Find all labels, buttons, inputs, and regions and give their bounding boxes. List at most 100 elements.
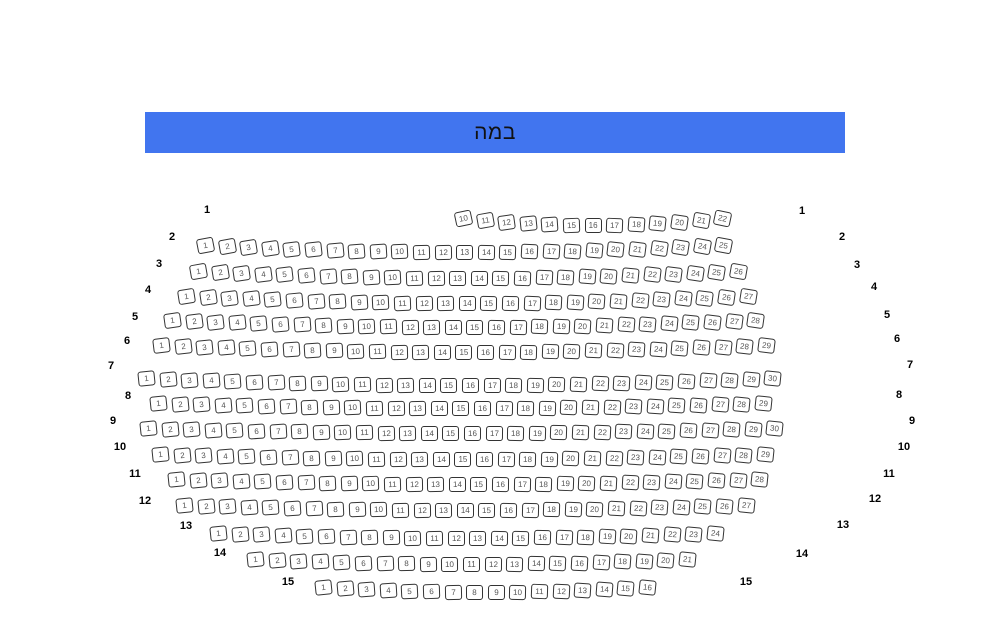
seat[interactable]: 13 [469, 530, 487, 547]
seat[interactable]: 22 [605, 450, 623, 466]
seat[interactable]: 26 [715, 497, 734, 515]
seat[interactable]: 13 [411, 451, 429, 467]
seat[interactable]: 28 [746, 311, 766, 330]
seat[interactable]: 18 [517, 400, 535, 416]
seat[interactable]: 10 [346, 450, 364, 467]
seat[interactable]: 2 [172, 446, 192, 464]
seat[interactable]: 21 [609, 292, 628, 310]
seat[interactable]: 15 [452, 401, 470, 416]
seat[interactable]: 20 [619, 528, 638, 545]
seat[interactable]: 20 [563, 343, 581, 360]
seat[interactable]: 20 [560, 399, 578, 416]
seat[interactable]: 27 [728, 471, 748, 489]
seat[interactable]: 8 [288, 375, 307, 392]
seat[interactable]: 8 [347, 242, 366, 260]
seat[interactable]: 22 [603, 399, 621, 415]
seat[interactable]: 15 [478, 502, 496, 519]
seat[interactable]: 11 [393, 295, 412, 311]
seat[interactable]: 6 [304, 241, 323, 259]
seat[interactable]: 24 [664, 473, 683, 490]
seat[interactable]: 28 [732, 395, 751, 413]
seat[interactable]: 15 [455, 345, 473, 360]
seat[interactable]: 14 [420, 425, 438, 442]
seat[interactable]: 8 [328, 293, 347, 310]
seat[interactable]: 1 [246, 551, 265, 568]
seat[interactable]: 22 [649, 239, 669, 257]
seat[interactable]: 3 [194, 447, 213, 464]
seat[interactable]: 23 [612, 375, 631, 392]
seat[interactable]: 7 [376, 555, 394, 572]
seat[interactable]: 16 [463, 425, 482, 442]
seat[interactable]: 25 [695, 289, 715, 307]
seat[interactable]: 20 [586, 501, 604, 518]
seat[interactable]: 1 [137, 370, 156, 387]
seat[interactable]: 12 [389, 451, 407, 467]
seat[interactable]: 1 [167, 471, 186, 488]
seat[interactable]: 4 [228, 314, 247, 332]
seat[interactable]: 24 [649, 341, 668, 358]
seat[interactable]: 24 [672, 499, 691, 516]
seat[interactable]: 11 [391, 502, 410, 518]
seat[interactable]: 19 [635, 552, 654, 570]
seat[interactable]: 26 [677, 373, 696, 390]
seat[interactable]: 12 [484, 556, 502, 573]
seat[interactable]: 24 [692, 237, 712, 256]
seat[interactable]: 21 [583, 450, 602, 467]
seat[interactable]: 25 [685, 473, 704, 490]
seat[interactable]: 9 [336, 318, 355, 335]
seat[interactable]: 10 [453, 209, 474, 228]
seat[interactable]: 12 [415, 295, 433, 311]
seat[interactable]: 11 [379, 319, 398, 335]
seat[interactable]: 17 [592, 554, 611, 571]
seat[interactable]: 1 [175, 497, 194, 514]
seat[interactable]: 7 [325, 242, 345, 259]
seat[interactable]: 15 [616, 580, 636, 597]
seat[interactable]: 22 [591, 375, 609, 392]
seat[interactable]: 11 [412, 244, 431, 261]
seat[interactable]: 15 [562, 217, 581, 234]
seat[interactable]: 14 [470, 270, 488, 287]
seat[interactable]: 17 [521, 502, 539, 518]
seat[interactable]: 12 [377, 425, 395, 441]
seat[interactable]: 1 [188, 262, 209, 281]
seat[interactable]: 9 [325, 343, 344, 359]
seat[interactable]: 6 [247, 422, 266, 440]
seat[interactable]: 15 [466, 319, 484, 336]
seat[interactable]: 12 [390, 344, 408, 360]
seat[interactable]: 7 [444, 584, 462, 600]
seat[interactable]: 3 [182, 421, 201, 438]
seat[interactable]: 15 [512, 530, 530, 546]
seat[interactable]: 17 [555, 529, 573, 546]
seat[interactable]: 14 [432, 451, 450, 468]
seat[interactable]: 17 [523, 295, 541, 311]
seat[interactable]: 6 [259, 449, 278, 466]
seat[interactable]: 25 [669, 448, 688, 465]
seat[interactable]: 10 [441, 556, 459, 573]
seat[interactable]: 13 [409, 400, 427, 416]
seat[interactable]: 18 [519, 344, 538, 360]
seat[interactable]: 12 [434, 244, 452, 261]
seat[interactable]: 23 [684, 525, 703, 543]
seat[interactable]: 4 [253, 265, 273, 283]
seat[interactable]: 18 [530, 319, 549, 335]
seat[interactable]: 13 [519, 215, 538, 232]
seat[interactable]: 10 [344, 399, 362, 416]
seat[interactable]: 4 [204, 421, 223, 439]
seat[interactable]: 28 [750, 471, 769, 488]
seat[interactable]: 20 [548, 376, 566, 393]
seat[interactable]: 18 [576, 529, 595, 546]
seat[interactable]: 1 [314, 579, 333, 596]
seat[interactable]: 18 [507, 425, 525, 441]
seat[interactable]: 18 [563, 242, 582, 260]
seat[interactable]: 8 [318, 475, 337, 492]
seat[interactable]: 26 [679, 422, 698, 439]
seat[interactable]: 12 [405, 476, 423, 492]
seat[interactable]: 19 [552, 318, 571, 335]
seat[interactable]: 2 [267, 552, 287, 569]
seat[interactable]: 4 [311, 553, 330, 570]
seat[interactable]: 10 [358, 318, 376, 335]
seat[interactable]: 3 [180, 371, 199, 389]
seat[interactable]: 3 [210, 472, 229, 489]
seat[interactable]: 16 [461, 377, 480, 394]
seat[interactable]: 3 [289, 552, 308, 570]
